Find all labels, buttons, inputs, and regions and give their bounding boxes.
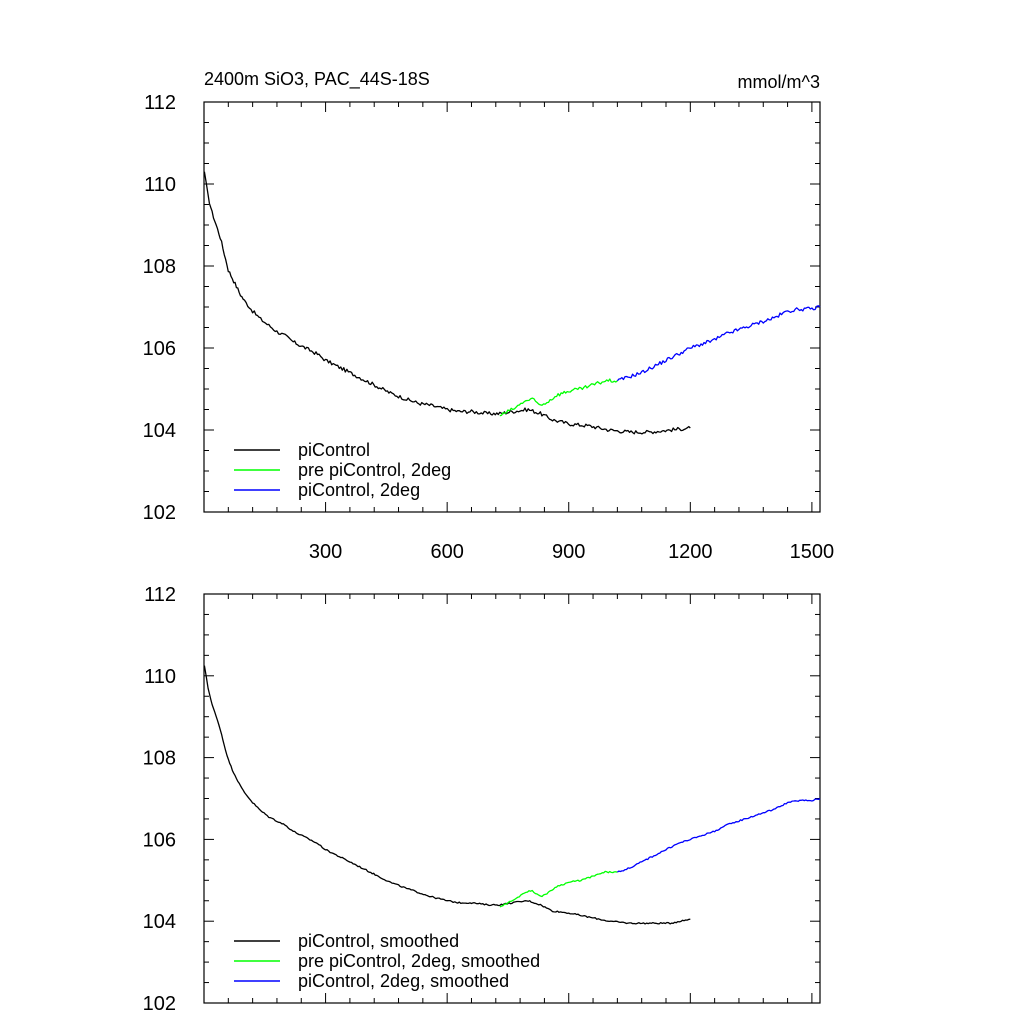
y-tick-label: 110 — [144, 174, 176, 196]
y-tick-label: 106 — [143, 338, 176, 360]
x-tick-label: 600 — [430, 541, 463, 563]
bottom-panel: 102 104 106 108 110 112 piControl, smoothedpre… — [143, 584, 821, 1015]
plot-frame — [203, 593, 821, 1004]
series-line-1 — [499, 870, 618, 908]
y-tick-label: 104 — [143, 420, 176, 442]
series-line-2 — [616, 305, 821, 382]
x-tick-label: 1200 — [668, 541, 713, 563]
y-tick-label: 102 — [143, 993, 176, 1015]
plot-frame — [203, 101, 821, 513]
legend-label: piControl, smoothed — [298, 931, 459, 951]
chart-title: 2400m SiO3, PAC_44S-18S — [204, 69, 430, 90]
legend-label: piControl, 2deg, smoothed — [298, 971, 509, 991]
series-line-2 — [617, 797, 821, 873]
y-tick-label: 108 — [143, 748, 176, 770]
y-tick-label: 106 — [143, 829, 176, 851]
series-line-1 — [499, 378, 618, 417]
x-tick-label: 300 — [309, 541, 342, 563]
legend-label: piControl, 2deg — [298, 480, 420, 500]
units-label: mmol/m^3 — [738, 72, 820, 92]
y-tick-label: 108 — [143, 256, 176, 278]
legend-label: pre piControl, 2deg — [298, 460, 451, 480]
x-tick-label: 1500 — [790, 541, 835, 563]
series-line-0 — [203, 665, 691, 925]
top-panel: 102 104 106 108 110 112 300 600 900 1200 1500 2400m… — [143, 69, 835, 563]
y-tick-label: 102 — [143, 502, 176, 524]
y-tick-label: 110 — [144, 666, 176, 688]
y-tick-label: 112 — [144, 584, 176, 606]
series-line-0 — [203, 171, 691, 435]
legend-label: pre piControl, 2deg, smoothed — [298, 951, 540, 971]
x-tick-label: 900 — [552, 541, 585, 563]
legend-label: piControl — [298, 440, 370, 460]
y-tick-label: 104 — [143, 911, 176, 933]
y-tick-label: 112 — [144, 92, 176, 114]
